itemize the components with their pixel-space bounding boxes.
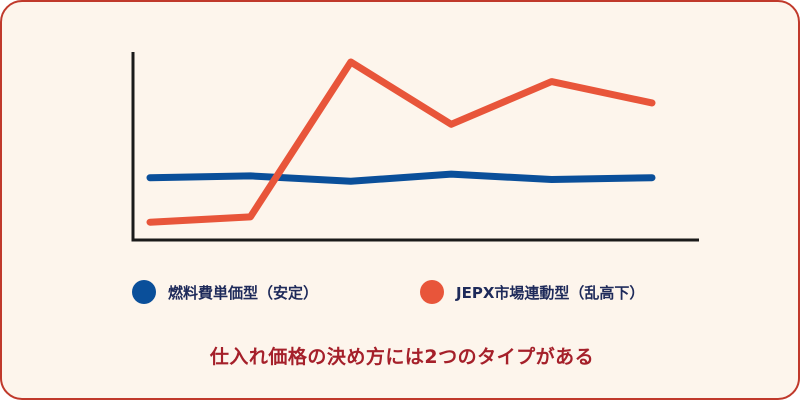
chart-caption: 仕入れ価格の決め方には2つのタイプがある (209, 346, 595, 368)
legend-marker-fuel-cost (132, 280, 156, 304)
series-line-jepx (146, 58, 656, 226)
legend-item-jepx: JEPX市場連動型（乱高下） (420, 278, 644, 306)
legend: 燃料費単価型（安定） JEPX市場連動型（乱高下） (2, 278, 800, 308)
legend-label-fuel-cost: 燃料費単価型（安定） (168, 283, 319, 302)
legend-marker-jepx (420, 280, 444, 304)
legend-label-jepx: JEPX市場連動型（乱高下） (456, 283, 645, 302)
line-chart (131, 52, 699, 242)
legend-item-fuel-cost: 燃料費単価型（安定） (132, 278, 318, 306)
series-line-fuel-cost (146, 170, 656, 185)
